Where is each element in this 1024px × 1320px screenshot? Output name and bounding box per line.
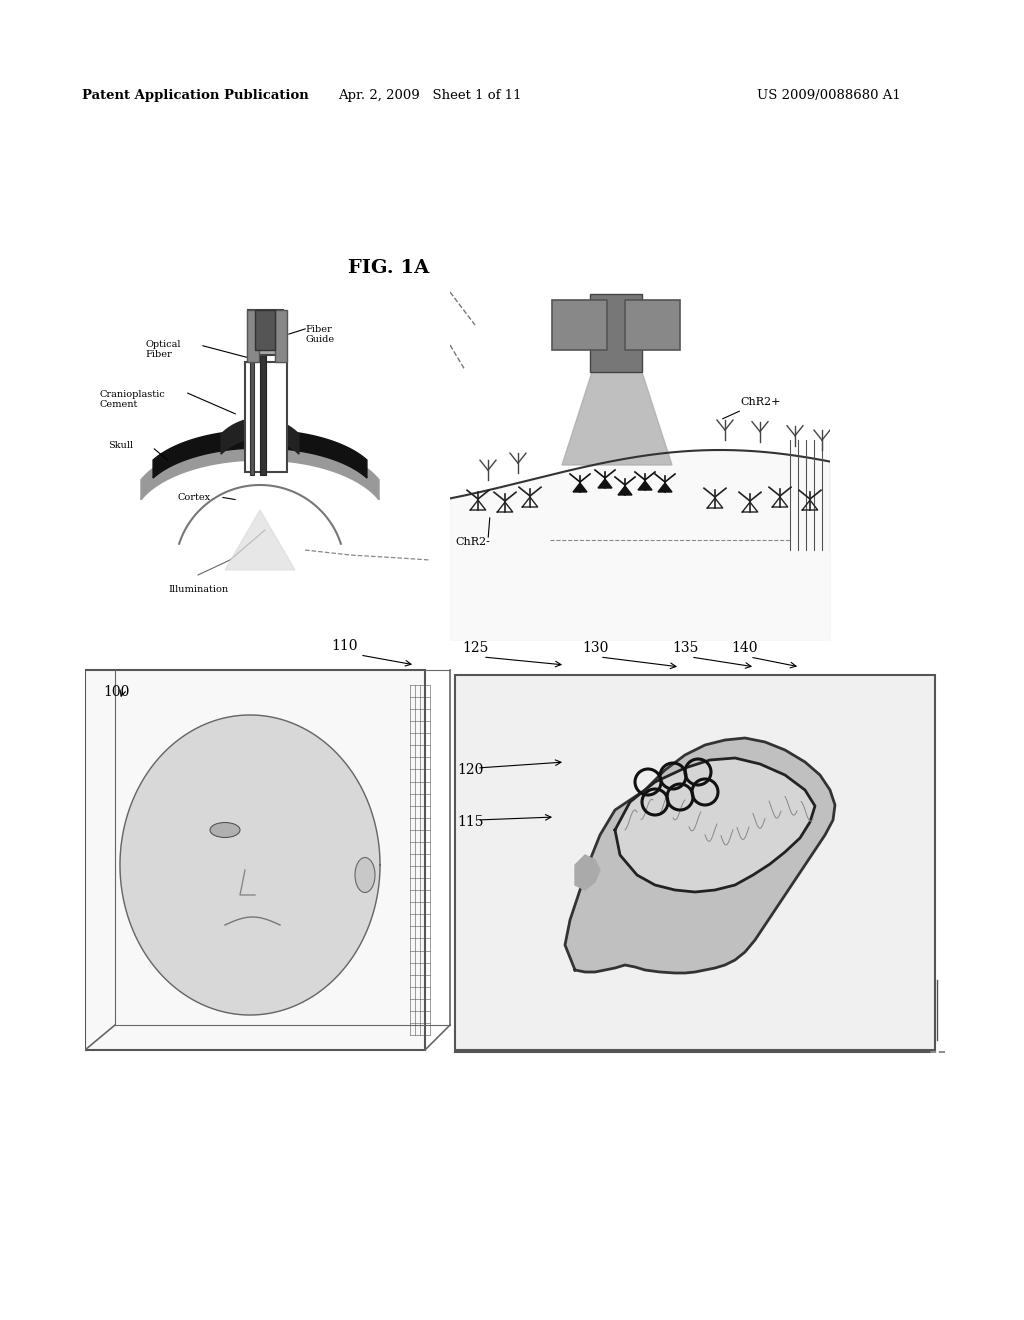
Polygon shape <box>615 758 815 892</box>
Text: 100: 100 <box>103 685 129 700</box>
Text: Patent Application Publication: Patent Application Publication <box>82 88 308 102</box>
Polygon shape <box>225 510 295 570</box>
Text: Cranioplastic
Cement: Cranioplastic Cement <box>100 389 166 409</box>
Polygon shape <box>120 715 380 1015</box>
Bar <box>275 310 287 362</box>
Text: ChR2-: ChR2- <box>455 537 489 546</box>
Text: US 2009/0088680 A1: US 2009/0088680 A1 <box>758 88 901 102</box>
Polygon shape <box>141 440 379 500</box>
Text: FIG. 1A: FIG. 1A <box>348 259 430 277</box>
Polygon shape <box>221 418 299 454</box>
Text: 140: 140 <box>732 642 758 655</box>
Polygon shape <box>562 372 672 465</box>
Polygon shape <box>598 479 612 488</box>
Bar <box>590 294 642 372</box>
Polygon shape <box>638 480 652 490</box>
Text: Cortex: Cortex <box>178 494 211 503</box>
Polygon shape <box>153 430 367 478</box>
Text: 130: 130 <box>582 642 608 655</box>
Text: ChR2+: ChR2+ <box>740 397 780 407</box>
Bar <box>260 355 266 475</box>
Text: 135: 135 <box>672 642 698 655</box>
Bar <box>245 362 287 473</box>
Bar <box>625 300 680 350</box>
Text: Optical
Fiber: Optical Fiber <box>145 341 180 359</box>
Text: Fiber
Guide: Fiber Guide <box>305 325 334 345</box>
Bar <box>250 356 254 475</box>
Text: Skull: Skull <box>108 441 133 450</box>
Text: Apr. 2, 2009   Sheet 1 of 11: Apr. 2, 2009 Sheet 1 of 11 <box>338 88 522 102</box>
Bar <box>85 671 425 1049</box>
Text: 120: 120 <box>457 763 483 777</box>
Ellipse shape <box>355 858 375 892</box>
Bar <box>247 310 259 362</box>
Bar <box>455 675 935 1049</box>
Text: 115: 115 <box>457 814 483 829</box>
Bar <box>248 310 283 355</box>
Text: Illumination: Illumination <box>168 585 228 594</box>
Text: 125: 125 <box>462 642 488 655</box>
Polygon shape <box>618 486 632 495</box>
Bar <box>552 300 607 350</box>
Text: 110: 110 <box>332 639 358 653</box>
Polygon shape <box>573 483 587 492</box>
Ellipse shape <box>210 822 240 837</box>
Polygon shape <box>658 483 672 492</box>
Polygon shape <box>565 738 835 973</box>
Polygon shape <box>575 855 600 890</box>
Bar <box>255 310 275 350</box>
